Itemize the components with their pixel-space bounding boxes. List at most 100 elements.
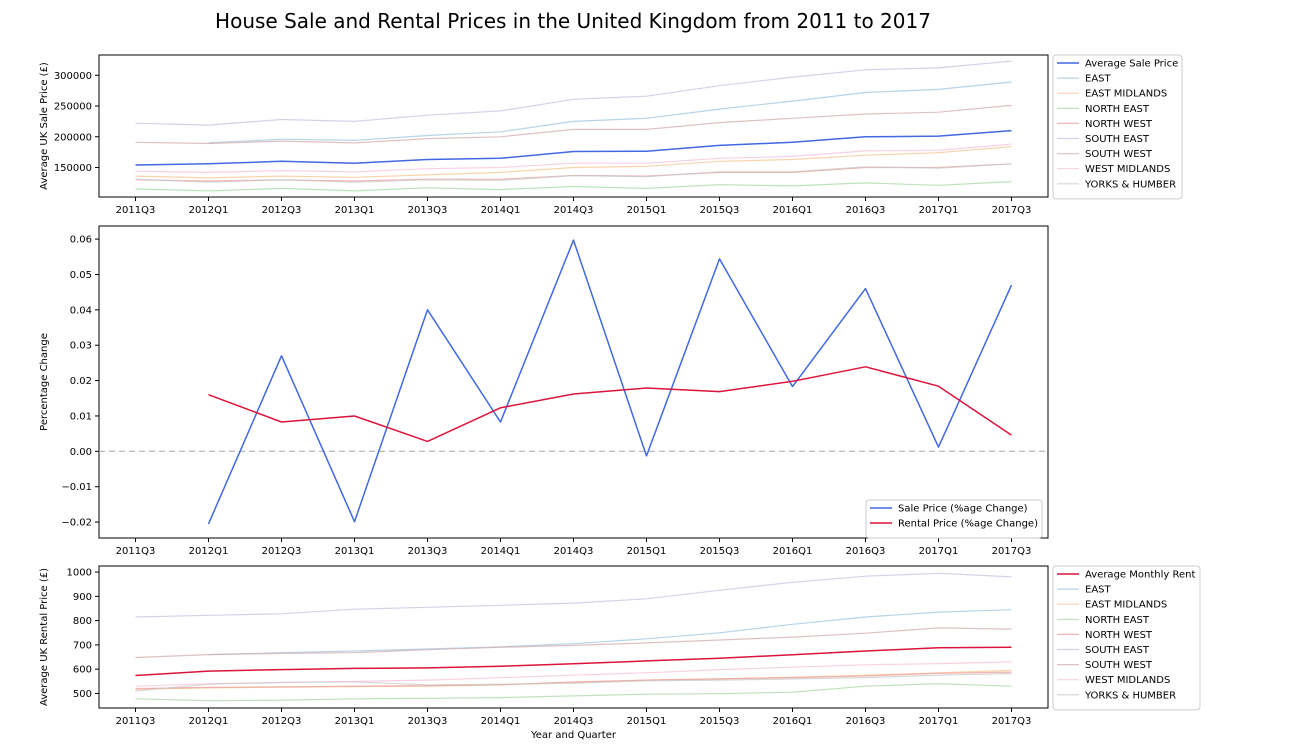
plot-frame [98, 225, 1049, 539]
legend-entry: WEST MIDLANDS [1085, 675, 1170, 686]
x-tick-label: 2012Q1 [189, 205, 229, 216]
x-tick-label: 2011Q3 [116, 205, 156, 216]
series-line-rental-price-age-change- [208, 366, 1012, 443]
legend-entry: YORKS & HUMBER [1084, 179, 1176, 190]
x-tick-label: 2014Q3 [554, 205, 594, 216]
y-axis-label: Average UK Rental Price (£) [39, 568, 50, 706]
series-line-average-sale-price [135, 129, 1012, 166]
chart-change: 2011Q3 2012Q1 2012Q3 2013Q1 2013Q3 2014Q1 2014… [39, 225, 1049, 557]
x-tick-label: 2012Q1 [189, 546, 229, 557]
y-tick-label: 0.00 [70, 447, 92, 458]
series-line-yorks-humber [135, 672, 1012, 692]
x-tick-label: 2015Q3 [700, 716, 740, 727]
x-tick-label: 2012Q3 [262, 716, 302, 727]
series-line-north-west [135, 163, 1012, 182]
x-tick-label: 2011Q3 [116, 716, 156, 727]
series-line-east-midlands [135, 146, 1012, 179]
x-tick-label: 2013Q1 [335, 716, 375, 727]
series-line-east [208, 609, 1012, 656]
chart-rent: 2011Q3 2012Q1 2012Q3 2013Q1 2013Q3 2014Q1 2014… [39, 565, 1201, 741]
series-line-north-east [135, 181, 1012, 192]
x-tick-label: 2012Q3 [262, 546, 302, 557]
series-line-yorks-humber [135, 163, 1012, 183]
x-tick-label: 2013Q1 [335, 205, 375, 216]
x-tick-label: 2016Q1 [773, 546, 813, 557]
y-tick-label: −0.01 [61, 482, 92, 493]
legend-entry: SOUTH EAST [1085, 134, 1150, 145]
x-tick-label: 2016Q1 [773, 716, 813, 727]
x-tick-label: 2014Q1 [481, 716, 521, 727]
legend-entry: Rental Price (%age Change) [898, 519, 1038, 530]
x-tick-label: 2014Q1 [481, 205, 521, 216]
legend-entry: NORTH WEST [1085, 119, 1153, 130]
y-axis-label: Percentage Change [39, 333, 50, 431]
y-tick-label: 0.01 [70, 411, 92, 422]
y-tick-label: 0.04 [70, 305, 92, 316]
x-tick-label: 2017Q3 [992, 205, 1032, 216]
legend-entry: WEST MIDLANDS [1085, 164, 1170, 175]
legend-entry: EAST MIDLANDS [1085, 89, 1167, 100]
figure-title: House Sale and Rental Prices in the Unit… [215, 9, 931, 33]
legend-entry: NORTH WEST [1085, 630, 1153, 641]
x-tick-label: 2017Q1 [919, 205, 959, 216]
legend-entry: NORTH EAST [1085, 615, 1150, 626]
series-line-south-west [135, 627, 1012, 659]
y-tick-label: 300000 [54, 71, 92, 82]
y-tick-label: 150000 [54, 163, 92, 174]
x-tick-label: 2015Q3 [700, 205, 740, 216]
x-tick-label: 2016Q3 [846, 546, 886, 557]
legend-entry: Average Monthly Rent [1085, 570, 1195, 581]
legend: Average Monthly Rent EAST EAST MIDLANDS NOR… [1052, 565, 1201, 711]
y-tick-label: 600 [73, 665, 92, 676]
legend: Average Sale Price EAST EAST MIDLANDS NORTH… [1052, 54, 1183, 200]
x-axis-label: Year and Quarter [530, 730, 617, 741]
y-tick-label: 1000 [67, 568, 92, 579]
x-tick-label: 2011Q3 [116, 546, 156, 557]
y-tick-label: 0.03 [70, 341, 92, 352]
x-tick-label: 2015Q3 [700, 546, 740, 557]
y-tick-label: 200000 [54, 132, 92, 143]
x-tick-label: 2013Q1 [335, 546, 375, 557]
x-tick-label: 2016Q3 [846, 205, 886, 216]
x-tick-label: 2016Q3 [846, 716, 886, 727]
series-line-north-west [135, 671, 1012, 690]
x-tick-label: 2013Q3 [408, 546, 448, 557]
x-tick-label: 2017Q1 [919, 546, 959, 557]
x-tick-label: 2016Q1 [773, 205, 813, 216]
series-line-east [208, 81, 1012, 144]
x-tick-label: 2015Q1 [627, 205, 667, 216]
x-tick-label: 2014Q3 [554, 716, 594, 727]
legend-entry: EAST MIDLANDS [1085, 600, 1167, 611]
legend-entry: EAST [1085, 585, 1112, 596]
legend-entry: SOUTH WEST [1085, 660, 1153, 671]
legend-entry: SOUTH EAST [1085, 645, 1150, 656]
legend-entry: YORKS & HUMBER [1084, 690, 1176, 701]
series-line-south-east [135, 60, 1012, 126]
y-axis-label: Average UK Sale Price (£) [39, 62, 50, 190]
y-tick-label: 700 [73, 640, 92, 651]
legend-entry: EAST [1085, 74, 1112, 85]
series-line-south-east [135, 572, 1012, 618]
series-line-north-east [135, 683, 1012, 702]
series-line-west-midlands [135, 143, 1012, 173]
chart-sale: 2011Q3 2012Q1 2012Q3 2013Q1 2013Q3 2014Q1 2014… [39, 54, 1183, 216]
x-tick-label: 2017Q1 [919, 716, 959, 727]
x-tick-label: 2017Q3 [992, 546, 1032, 557]
series-line-south-west [135, 104, 1012, 145]
x-tick-label: 2014Q3 [554, 546, 594, 557]
x-tick-label: 2012Q3 [262, 205, 302, 216]
series-line-average-monthly-rent [135, 646, 1012, 677]
x-tick-label: 2012Q1 [189, 716, 229, 727]
y-tick-label: 250000 [54, 102, 92, 113]
y-tick-label: 500 [73, 689, 92, 700]
legend-box [1052, 565, 1201, 711]
y-tick-label: 0.06 [70, 235, 92, 246]
x-tick-label: 2013Q3 [408, 716, 448, 727]
y-tick-label: 900 [73, 592, 92, 603]
legend-entry: NORTH EAST [1085, 104, 1150, 115]
x-tick-label: 2013Q3 [408, 205, 448, 216]
legend-entry: SOUTH WEST [1085, 149, 1153, 160]
y-tick-label: −0.02 [61, 518, 92, 529]
legend-entry: Average Sale Price [1085, 59, 1178, 70]
